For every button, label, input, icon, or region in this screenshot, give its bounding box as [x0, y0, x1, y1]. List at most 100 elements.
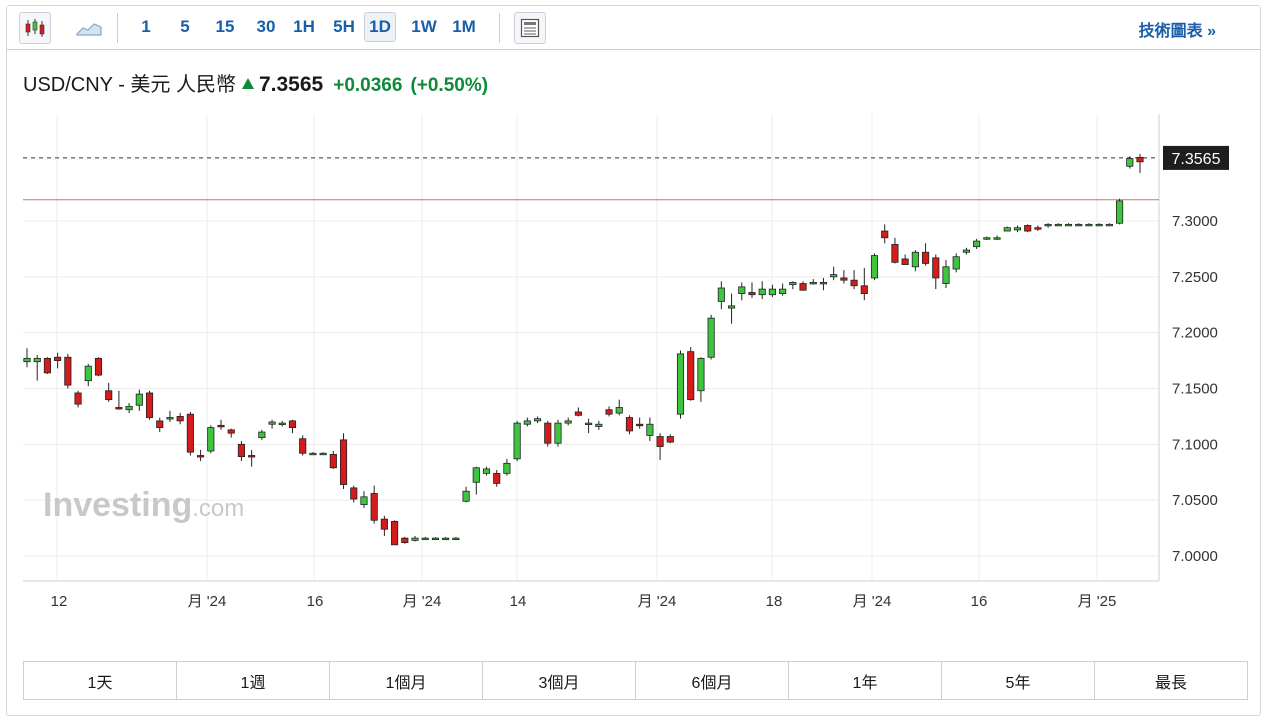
- candle-body: [881, 230, 889, 239]
- candle-body: [258, 431, 266, 439]
- candle-body: [922, 251, 930, 264]
- interval-button-1d[interactable]: 1D: [364, 12, 396, 42]
- candle-body: [421, 537, 429, 541]
- toolbar-divider: [499, 13, 500, 43]
- candle-body: [850, 279, 858, 287]
- interval-button-30[interactable]: 30: [256, 17, 276, 36]
- candle-body: [962, 249, 970, 253]
- candle-body: [503, 462, 511, 474]
- candle-body: [952, 256, 960, 270]
- technical-chart-link[interactable]: 技術圖表 »: [1138, 23, 1216, 40]
- candle-body: [166, 417, 174, 420]
- candle-body: [891, 244, 899, 263]
- candle-body: [973, 240, 981, 248]
- candle-body: [942, 266, 950, 284]
- candle-body: [248, 455, 256, 458]
- range-tab[interactable]: 1年: [789, 662, 942, 699]
- interval-button-1m[interactable]: 1M: [452, 17, 476, 36]
- candle-body: [993, 237, 1001, 240]
- candle-body: [1054, 223, 1062, 227]
- candle-body: [605, 409, 613, 415]
- candle-body: [84, 365, 92, 382]
- instrument-name: USD/CNY - 美元 人民幣: [23, 74, 236, 96]
- candle-body: [1075, 223, 1083, 227]
- candle-body: [43, 357, 51, 374]
- candle-body: [176, 416, 184, 422]
- candle-body: [74, 392, 82, 405]
- toolbar-divider: [117, 13, 118, 43]
- chart-widget: 1 5 15 30 1H 5H 1D 1W 1M 技術圖表 » USD/CNY - 美元 人民幣…: [6, 5, 1261, 716]
- watermark-logo: Investing.com: [43, 486, 244, 524]
- watermark-suffix: .com: [192, 495, 244, 522]
- candle-body: [493, 472, 501, 484]
- candle-body: [574, 411, 582, 416]
- y-tick-label: 7.1500: [1172, 381, 1218, 398]
- watermark-brand: Investing: [43, 486, 192, 524]
- candle-body: [299, 438, 307, 454]
- x-tick-label: 月 '24: [188, 593, 227, 610]
- candle-body: [442, 537, 450, 541]
- candle-body: [278, 422, 286, 426]
- candle-body: [646, 423, 654, 436]
- candle-body: [186, 413, 194, 453]
- range-tab[interactable]: 最長: [1154, 674, 1187, 692]
- candle-body: [554, 422, 562, 444]
- candle-body: [1034, 227, 1042, 230]
- candle-body: [115, 407, 123, 410]
- candle-body: [870, 255, 879, 279]
- candle-body: [156, 420, 164, 428]
- candle-body: [288, 420, 297, 428]
- candle-body: [1064, 223, 1073, 227]
- range-tab[interactable]: 1個月: [330, 662, 483, 699]
- x-tick-label: 月 '24: [638, 593, 677, 610]
- candle-body: [54, 356, 62, 361]
- candle-body: [687, 351, 695, 401]
- news-panel-icon[interactable]: [514, 12, 546, 44]
- candle-body: [1126, 158, 1134, 167]
- range-tab[interactable]: 1天: [24, 662, 177, 699]
- candle-body: [1013, 227, 1022, 231]
- y-tick-label: 7.3000: [1172, 213, 1218, 230]
- candlestick-chart[interactable]: Investing.com 7.3000 7.2500 7.2000 7.1500 7.1…: [7, 6, 1262, 646]
- candle-body: [513, 422, 521, 460]
- candlestick-type-icon[interactable]: [19, 12, 51, 44]
- candle-body: [370, 493, 378, 521]
- candle-body: [125, 405, 133, 411]
- candle-body: [64, 356, 72, 386]
- candle-body: [595, 423, 603, 427]
- interval-button-1w[interactable]: 1W: [411, 17, 437, 36]
- x-tick-label: 16: [307, 593, 324, 610]
- candle-body: [738, 286, 746, 294]
- candle-body: [268, 421, 276, 425]
- candle-body: [472, 467, 480, 483]
- interval-button-15[interactable]: 15: [215, 17, 235, 36]
- candle-body: [983, 237, 991, 240]
- interval-button-5h[interactable]: 5H: [333, 17, 355, 36]
- range-tab[interactable]: 6個月: [636, 662, 789, 699]
- candle-body: [105, 390, 113, 401]
- range-tab[interactable]: 3個月: [483, 662, 636, 699]
- interval-button-1[interactable]: 1: [141, 17, 151, 36]
- candle-body: [1003, 227, 1011, 232]
- candle-body: [309, 452, 317, 456]
- candle-body: [819, 282, 828, 285]
- candle-body: [1116, 200, 1124, 224]
- candle-body: [666, 436, 674, 443]
- last-price-label-box: [1163, 145, 1229, 170]
- candle-body: [564, 420, 572, 424]
- candle-body: [860, 285, 868, 294]
- y-tick-label: 7.0500: [1172, 492, 1218, 509]
- candle-body: [319, 452, 327, 456]
- candle-body: [676, 353, 685, 415]
- candle-body: [94, 357, 103, 376]
- candle-body: [23, 357, 31, 363]
- range-tab[interactable]: 1週: [177, 662, 330, 699]
- interval-button-1h[interactable]: 1H: [293, 17, 315, 36]
- candle-body: [768, 288, 776, 296]
- candle-body: [585, 422, 593, 426]
- candle-body: [217, 424, 225, 428]
- candle-body: [145, 392, 154, 418]
- area-chart-type-icon[interactable]: [73, 12, 105, 44]
- range-tab[interactable]: 5年: [942, 662, 1095, 699]
- interval-button-5[interactable]: 5: [180, 17, 190, 36]
